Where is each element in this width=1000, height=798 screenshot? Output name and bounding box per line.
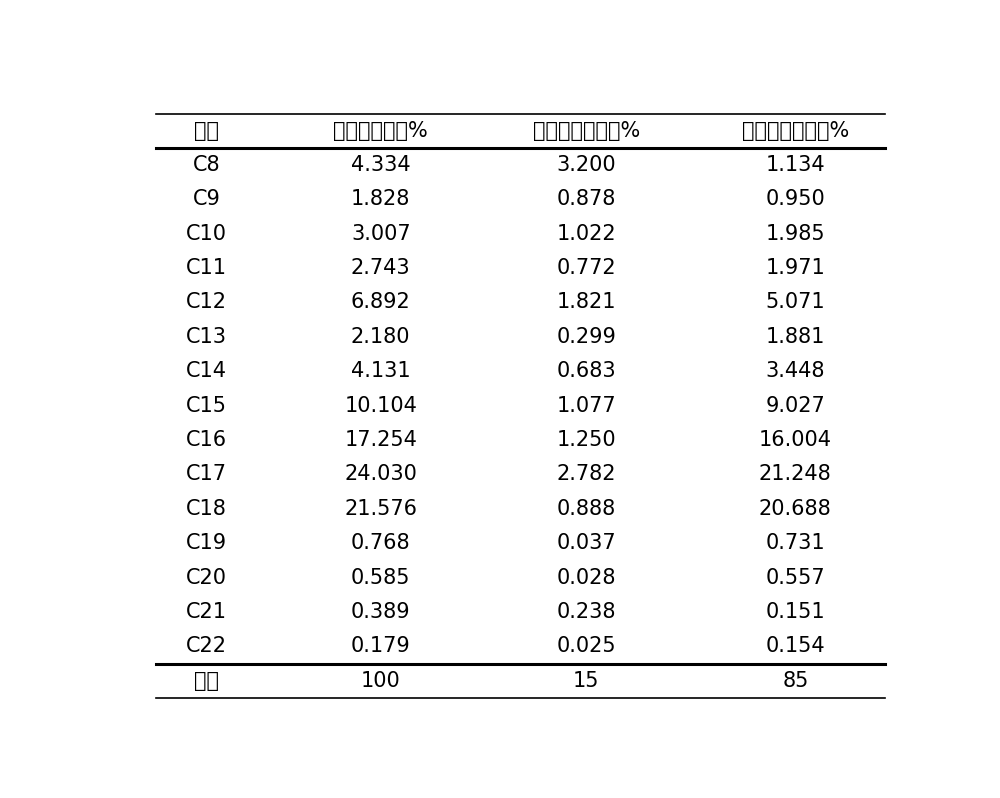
Text: 0.037: 0.037 <box>556 533 616 553</box>
Text: 1.881: 1.881 <box>766 326 825 347</box>
Text: 4.334: 4.334 <box>351 155 411 175</box>
Text: 24.030: 24.030 <box>344 464 417 484</box>
Text: C20: C20 <box>186 567 227 587</box>
Text: 0.557: 0.557 <box>766 567 825 587</box>
Text: 0.151: 0.151 <box>766 602 825 622</box>
Text: 1.022: 1.022 <box>556 223 616 243</box>
Text: C22: C22 <box>186 636 227 656</box>
Text: C17: C17 <box>186 464 227 484</box>
Text: C18: C18 <box>186 499 227 519</box>
Text: 1.828: 1.828 <box>351 189 410 209</box>
Text: 3.007: 3.007 <box>351 223 411 243</box>
Text: 0.238: 0.238 <box>556 602 616 622</box>
Text: 2.743: 2.743 <box>351 258 411 278</box>
Text: 0.179: 0.179 <box>351 636 411 656</box>
Text: C19: C19 <box>186 533 227 553</box>
Text: 总烷烃含量，%: 总烷烃含量，% <box>333 120 428 141</box>
Text: 21.248: 21.248 <box>759 464 832 484</box>
Text: 0.772: 0.772 <box>556 258 616 278</box>
Text: 20.688: 20.688 <box>759 499 832 519</box>
Text: 1.821: 1.821 <box>556 292 616 312</box>
Text: 正构烷烃含量，%: 正构烷烃含量，% <box>532 120 640 141</box>
Text: 1.971: 1.971 <box>766 258 825 278</box>
Text: 0.878: 0.878 <box>556 189 616 209</box>
Text: C15: C15 <box>186 396 227 416</box>
Text: 1.077: 1.077 <box>556 396 616 416</box>
Text: 15: 15 <box>573 671 599 691</box>
Text: 0.888: 0.888 <box>556 499 616 519</box>
Text: 0.768: 0.768 <box>351 533 411 553</box>
Text: 5.071: 5.071 <box>766 292 825 312</box>
Text: 0.389: 0.389 <box>351 602 411 622</box>
Text: 0.683: 0.683 <box>556 361 616 381</box>
Text: 0.950: 0.950 <box>766 189 825 209</box>
Text: C21: C21 <box>186 602 227 622</box>
Text: C12: C12 <box>186 292 227 312</box>
Text: 0.028: 0.028 <box>556 567 616 587</box>
Text: 1.134: 1.134 <box>766 155 825 175</box>
Text: 总计: 总计 <box>194 671 219 691</box>
Text: 16.004: 16.004 <box>759 430 832 450</box>
Text: 1.985: 1.985 <box>766 223 825 243</box>
Text: C14: C14 <box>186 361 227 381</box>
Text: C16: C16 <box>186 430 227 450</box>
Text: C8: C8 <box>193 155 220 175</box>
Text: 0.731: 0.731 <box>766 533 825 553</box>
Text: C10: C10 <box>186 223 227 243</box>
Text: 10.104: 10.104 <box>344 396 417 416</box>
Text: 0.585: 0.585 <box>351 567 411 587</box>
Text: C13: C13 <box>186 326 227 347</box>
Text: 100: 100 <box>361 671 401 691</box>
Text: 2.782: 2.782 <box>556 464 616 484</box>
Text: 0.025: 0.025 <box>556 636 616 656</box>
Text: 0.154: 0.154 <box>766 636 825 656</box>
Text: 17.254: 17.254 <box>344 430 417 450</box>
Text: 6.892: 6.892 <box>351 292 411 312</box>
Text: 0.299: 0.299 <box>556 326 616 347</box>
Text: 碳数: 碳数 <box>194 120 219 141</box>
Text: 2.180: 2.180 <box>351 326 411 347</box>
Text: C9: C9 <box>192 189 220 209</box>
Text: 异构烷烃含量，%: 异构烷烃含量，% <box>742 120 849 141</box>
Text: 1.250: 1.250 <box>556 430 616 450</box>
Text: 85: 85 <box>782 671 809 691</box>
Text: C11: C11 <box>186 258 227 278</box>
Text: 4.131: 4.131 <box>351 361 411 381</box>
Text: 3.200: 3.200 <box>556 155 616 175</box>
Text: 3.448: 3.448 <box>766 361 825 381</box>
Text: 9.027: 9.027 <box>766 396 825 416</box>
Text: 21.576: 21.576 <box>344 499 417 519</box>
